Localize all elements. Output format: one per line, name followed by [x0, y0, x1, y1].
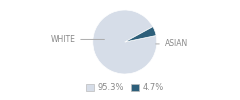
Legend: 95.3%, 4.7%: 95.3%, 4.7%: [83, 80, 167, 96]
Wedge shape: [93, 10, 157, 74]
Text: WHITE: WHITE: [50, 35, 104, 44]
Text: ASIAN: ASIAN: [156, 39, 188, 48]
Wedge shape: [125, 27, 156, 42]
